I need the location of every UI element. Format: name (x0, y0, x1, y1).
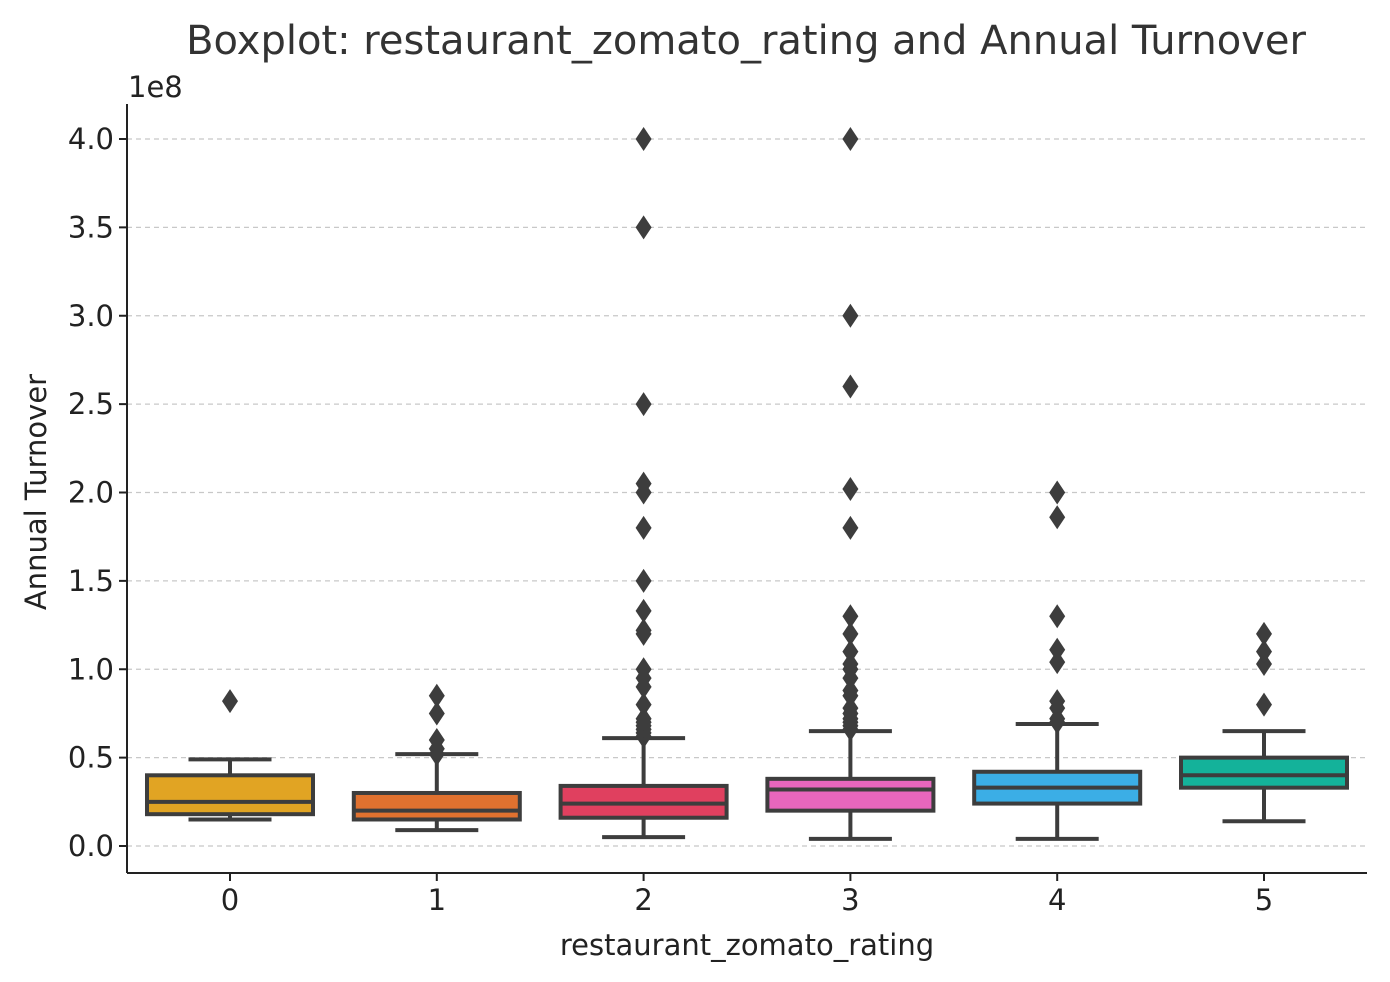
y-offset-label: 1e8 (128, 70, 183, 104)
y-tick-label: 0.0 (68, 829, 114, 863)
y-tick-label: 4.0 (68, 122, 114, 156)
outlier-point (428, 727, 445, 752)
x-tick-label: 2 (634, 883, 652, 917)
outlier-point (428, 683, 445, 708)
box (351, 790, 522, 822)
outlier-point (428, 701, 445, 726)
outlier-point (1049, 689, 1066, 714)
outlier-point (842, 515, 859, 540)
box (1179, 755, 1349, 790)
outlier-point (1049, 650, 1066, 675)
outlier-point (635, 618, 652, 643)
y-tick-label: 3.5 (68, 210, 114, 244)
outlier-point (1256, 651, 1272, 676)
outlier-point (1049, 604, 1066, 629)
y-tick-label: 1.0 (68, 652, 114, 686)
x-tick-label: 1 (428, 883, 446, 917)
box-group-5 (1179, 621, 1349, 824)
outlier-point (1049, 505, 1066, 530)
outlier-point (1049, 480, 1066, 505)
box-group-2 (558, 127, 729, 840)
outlier-point (635, 692, 652, 717)
outlier-point (635, 215, 652, 240)
outlier-point (635, 515, 652, 540)
outlier-point (635, 392, 652, 417)
outlier-point (842, 127, 859, 151)
outlier-point (635, 598, 652, 623)
y-tick-label: 2.0 (68, 476, 114, 510)
outlier-point (842, 678, 859, 703)
outlier-point (842, 476, 859, 501)
box-group-0 (145, 689, 315, 822)
outlier-point (635, 706, 652, 731)
outlier-point (222, 689, 238, 714)
x-tick-label: 5 (1255, 883, 1273, 917)
gridlines (127, 138, 1367, 847)
axes: 0.0 0.5 1.0 1.5 2.0 2.5 3.0 3.5 4.0 0 1 2 3 4 5 (68, 104, 1367, 917)
outlier-point (842, 639, 859, 664)
outlier-point (635, 657, 652, 682)
outlier-point (635, 471, 652, 496)
chart-title: Boxplot: restaurant_zomato_rating and An… (186, 18, 1306, 64)
x-tick-label: 3 (841, 883, 859, 917)
outlier-point (1256, 621, 1272, 646)
y-tick-label: 2.5 (68, 387, 114, 421)
y-tick-label: 3.0 (68, 299, 114, 333)
outlier-point (635, 127, 652, 151)
box-group-4 (972, 480, 1143, 841)
outlier-point (842, 604, 859, 629)
outlier-point (842, 651, 859, 676)
outlier-point (635, 568, 652, 593)
outlier-point (1256, 639, 1272, 664)
y-axis-label: Annual Turnover (19, 374, 53, 610)
y-tick-label: 0.5 (68, 741, 114, 775)
box-group-3 (765, 127, 936, 841)
outlier-point (842, 696, 859, 721)
x-tick-label: 4 (1048, 883, 1066, 917)
outlier-point (842, 621, 859, 646)
box-group-1 (351, 683, 522, 833)
outlier-point (1256, 692, 1272, 717)
boxes (145, 127, 1349, 841)
box (765, 776, 936, 813)
box (145, 773, 315, 817)
x-axis-label: restaurant_zomato_rating (560, 928, 934, 962)
y-tick-label: 1.5 (68, 564, 114, 598)
outlier-point (1049, 637, 1066, 662)
outlier-point (842, 374, 859, 399)
outlier-point (842, 303, 859, 328)
x-tick-label: 0 (221, 883, 239, 917)
